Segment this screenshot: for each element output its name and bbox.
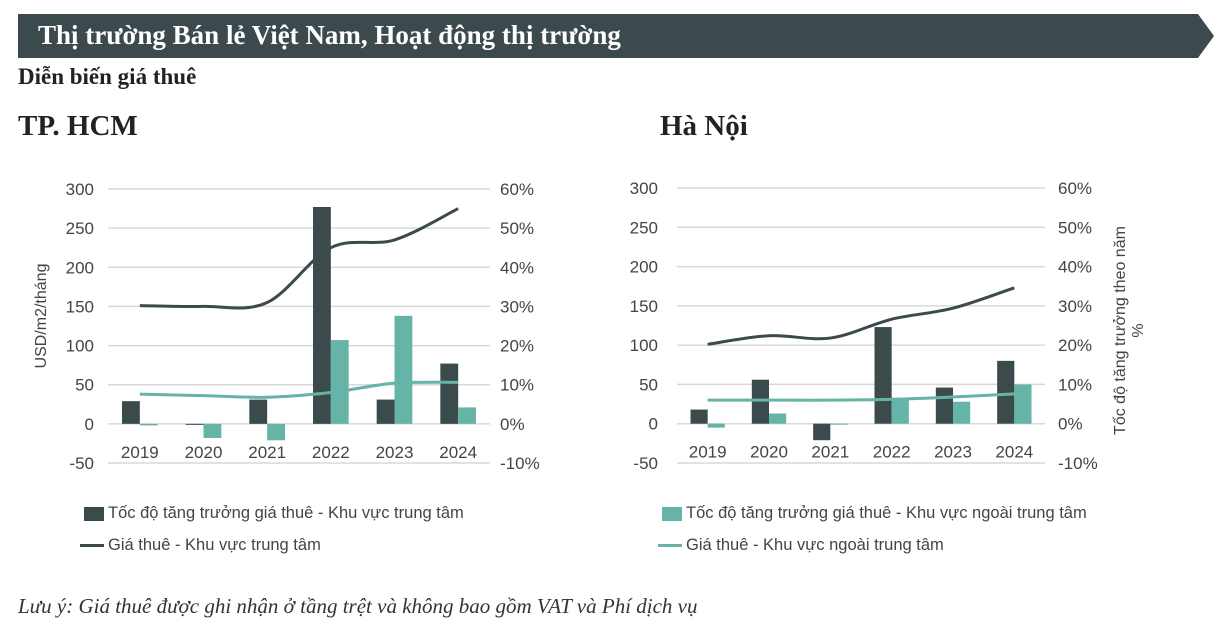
legend-item-central-growth: Tốc độ tăng trưởng giá thuê - Khu vực tr…: [84, 504, 464, 523]
y2-tick-label: 40%: [500, 258, 534, 277]
bar-outer-growth: [830, 423, 848, 425]
bar-outer-growth: [394, 315, 413, 424]
legend-label: Giá thuê - Khu vực ngoài trung tâm: [686, 536, 944, 554]
y2-tick-label: 60%: [1058, 179, 1092, 198]
x-tick-label: 2021: [811, 443, 849, 462]
y2-tick-label: 30%: [500, 297, 534, 316]
y-tick-label: 50: [75, 376, 94, 395]
legend-swatch-line: [80, 544, 104, 547]
y2-tick-label: 30%: [1058, 297, 1092, 316]
line-central-rent: [139, 207, 459, 310]
bar-outer-growth: [891, 397, 909, 424]
x-tick-label: 2019: [689, 443, 727, 462]
bar-central-growth: [997, 360, 1015, 424]
legend-item-outer-growth: Tốc độ tăng trưởng giá thuê - Khu vực ng…: [662, 504, 1087, 523]
line-outer-rent: [707, 392, 1015, 402]
bar-central-growth: [185, 423, 204, 425]
bar-central-growth: [813, 423, 831, 441]
y-tick-label: 150: [66, 297, 94, 316]
bar-outer-growth: [267, 423, 285, 441]
y2-tick-label: 60%: [500, 180, 534, 199]
section-subtitle: Diễn biến giá thuê: [18, 64, 197, 89]
chart-title-hanoi: Hà Nội: [660, 110, 748, 142]
bar-central-growth: [874, 327, 892, 424]
bar-central-growth: [440, 363, 459, 424]
y2-tick-label: -10%: [500, 454, 540, 473]
y-tick-label: 250: [630, 218, 658, 237]
y-tick-label: 200: [66, 258, 94, 277]
y-tick-label: -50: [69, 454, 94, 473]
y-tick-label: 300: [630, 179, 658, 198]
y2-tick-label: 10%: [1058, 375, 1092, 394]
bar-central-growth: [313, 207, 331, 424]
y-axis-label: USD/m2/tháng: [33, 264, 50, 369]
legend-swatch-line: [658, 544, 682, 547]
legend-swatch-bar: [84, 506, 104, 521]
bar-central-growth: [690, 409, 708, 424]
y2-tick-label: 20%: [500, 337, 534, 356]
legend-label: Tốc độ tăng trưởng giá thuê - Khu vực ng…: [686, 504, 1087, 522]
bar-central-growth: [751, 379, 769, 424]
legend-label: Tốc độ tăng trưởng giá thuê - Khu vực tr…: [108, 504, 464, 522]
y-tick-label: 0: [85, 415, 94, 434]
y2-tick-label: 40%: [1058, 258, 1092, 277]
y-tick-label: 100: [630, 336, 658, 355]
x-tick-label: 2021: [248, 443, 286, 462]
y2-tick-label: 10%: [500, 376, 534, 395]
y2-tick-label: 0%: [500, 415, 525, 434]
legend-label: Giá thuê - Khu vực trung tâm: [108, 536, 321, 554]
legend-item-outer-rent: Giá thuê - Khu vực ngoài trung tâm: [658, 536, 944, 555]
x-tick-label: 2022: [873, 443, 911, 462]
bar-outer-growth: [458, 407, 476, 424]
bar-outer-growth: [203, 423, 222, 438]
x-tick-label: 2024: [995, 443, 1033, 462]
y-tick-label: 200: [630, 258, 658, 277]
y2-tick-label: 20%: [1058, 336, 1092, 355]
bar-central-growth: [376, 399, 395, 424]
bar-central-growth: [935, 387, 953, 424]
legend-item-central-rent: Giá thuê - Khu vực trung tâm: [80, 536, 321, 555]
y-tick-label: 300: [66, 180, 94, 199]
line-outer-rent: [139, 380, 459, 399]
y2-tick-label: 50%: [500, 219, 534, 238]
y2-axis-label: Tốc độ tăng trưởng theo năm%: [1112, 226, 1147, 435]
bar-outer-growth: [330, 340, 349, 424]
y2-tick-label: -10%: [1058, 454, 1098, 473]
y-tick-label: 50: [639, 375, 658, 394]
x-tick-label: 2024: [439, 443, 477, 462]
bar-outer-growth: [769, 413, 787, 424]
x-tick-label: 2020: [185, 443, 223, 462]
line-central-rent: [707, 286, 1015, 346]
bar-central-growth: [122, 401, 140, 424]
chart-title-hcm: TP. HCM: [18, 110, 138, 142]
legend-swatch-bar: [662, 506, 682, 521]
y-tick-label: -50: [633, 454, 658, 473]
y2-tick-label: 50%: [1058, 218, 1092, 237]
footnote: Lưu ý: Giá thuê được ghi nhận ở tầng trệ…: [18, 594, 698, 618]
y-tick-label: 0: [649, 415, 658, 434]
x-tick-label: 2020: [750, 443, 788, 462]
bar-outer-growth: [707, 423, 725, 428]
x-tick-label: 2022: [312, 443, 350, 462]
bar-outer-growth: [1014, 384, 1032, 424]
y2-tick-label: 0%: [1058, 415, 1083, 434]
header-banner: Thị trường Bán lẻ Việt Nam, Hoạt động th…: [18, 14, 1214, 58]
page-title: Thị trường Bán lẻ Việt Nam, Hoạt động th…: [38, 20, 621, 50]
x-tick-label: 2019: [121, 443, 159, 462]
x-tick-label: 2023: [934, 443, 972, 462]
y-tick-label: 250: [66, 219, 94, 238]
bar-outer-growth: [139, 423, 158, 426]
y-tick-label: 150: [630, 297, 658, 316]
bar-outer-growth: [953, 401, 971, 424]
y-tick-label: 100: [66, 337, 94, 356]
banner-shape: [18, 14, 1214, 58]
x-tick-label: 2023: [376, 443, 414, 462]
bar-central-growth: [249, 399, 268, 424]
